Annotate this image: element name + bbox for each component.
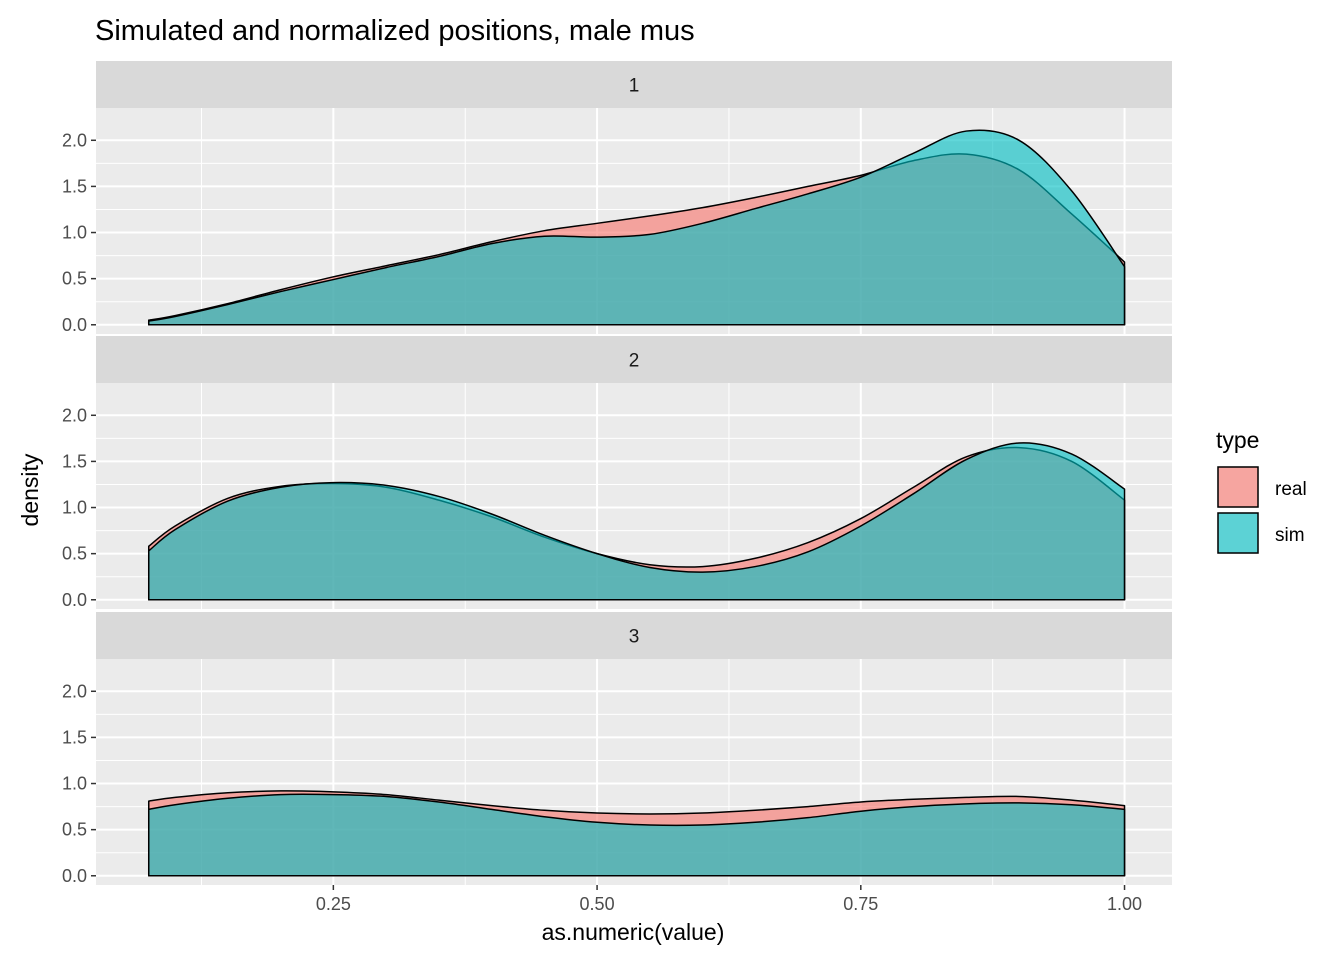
facet-panels: 10.00.51.01.52.020.00.51.01.52.030.00.51… [62, 61, 1172, 886]
y-tick-label: 1.5 [62, 176, 87, 196]
x-tick-label: 0.75 [843, 894, 878, 914]
x-tick-label: 1.00 [1107, 894, 1142, 914]
y-tick-label: 0.0 [62, 590, 87, 610]
legend-label-real: real [1275, 479, 1307, 500]
y-tick-label: 1.5 [62, 451, 87, 471]
x-axis: 0.25 0.50 0.75 1.00 [316, 885, 1142, 914]
y-tick-label: 0.0 [62, 315, 87, 335]
facet-strip [96, 336, 1172, 383]
density-area-sim [147, 442, 1126, 601]
y-tick-label: 2.0 [62, 681, 87, 701]
legend: type real sim [1216, 427, 1307, 554]
legend-label-sim: sim [1275, 525, 1305, 546]
y-tick-label: 1.0 [62, 498, 87, 518]
legend-swatch-sim [1217, 512, 1259, 554]
facet-panel-3: 3 0.0 0.5 1.0 1.5 2.0 [62, 612, 1172, 886]
y-tick-label: 1.0 [62, 223, 87, 243]
y-tick-label: 0.5 [62, 544, 87, 564]
x-tick-label: 0.50 [580, 894, 615, 914]
facet-strip [96, 612, 1172, 659]
density-area-sim [147, 129, 1126, 326]
facet-panel-1: 1 0.0 0.5 1.0 1.5 2.0 [62, 61, 1172, 335]
facet-panel-2: 2 0.0 0.5 1.0 1.5 2.0 [62, 336, 1172, 610]
y-tick-label: 2.0 [62, 130, 87, 150]
y-tick-label: 0.0 [62, 866, 87, 886]
x-tick-label: 0.25 [316, 894, 351, 914]
chart-title: Simulated and normalized positions, male… [95, 15, 695, 47]
y-axis-label: density [17, 453, 43, 526]
facet-strip [96, 61, 1172, 108]
y-tick-label: 2.0 [62, 405, 87, 425]
x-axis-label: as.numeric(value) [542, 919, 725, 945]
y-tick-label: 0.5 [62, 269, 87, 289]
density-area-sim [147, 793, 1126, 877]
facet-strip-label: 2 [629, 351, 640, 372]
facet-strip-label: 3 [629, 627, 640, 648]
y-tick-label: 0.5 [62, 820, 87, 840]
y-tick-label: 1.5 [62, 727, 87, 747]
facet-strip-label: 1 [629, 76, 640, 97]
legend-swatch-real [1217, 466, 1259, 508]
legend-title: type [1216, 427, 1259, 453]
y-tick-label: 1.0 [62, 774, 87, 794]
